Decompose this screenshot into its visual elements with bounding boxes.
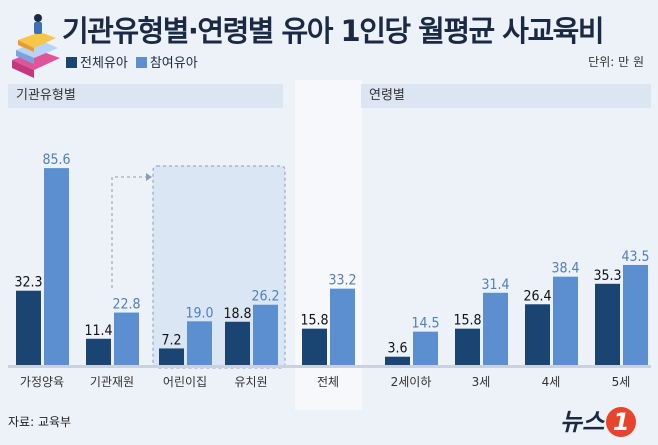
bar-participating [44,168,69,365]
legend-swatch-total [66,57,77,68]
bar-total [86,338,111,365]
bar-total [159,348,184,365]
data-label: 3.6 [387,341,407,357]
legend-label: 참여유아 [149,56,198,71]
bar-total [385,356,410,365]
bar-participating [114,312,139,365]
category-label: 유치원 [234,375,267,389]
bar-total [225,321,250,365]
panel-header-age: 연령별 [361,84,651,108]
data-label: 85.6 [42,152,70,168]
legend: 전체유아 참여유아 [66,52,198,71]
data-label: 7.2 [161,332,181,348]
data-label: 31.4 [481,277,509,293]
category-label: 가정양육 [20,375,64,389]
data-label: 15.8 [453,313,481,329]
data-label: 32.3 [14,275,42,291]
data-label: 43.5 [621,249,649,265]
data-label: 15.8 [300,313,328,329]
baseline [8,365,651,368]
bar-total [525,304,550,365]
source-note: 자료: 교육부 [8,415,72,429]
category-label: 5세 [612,375,631,389]
category-label: 4세 [542,375,561,389]
data-label: 38.4 [551,261,579,277]
news1-logo: 뉴스 1 [560,402,637,437]
bar-participating [330,288,355,365]
bar-participating [187,321,212,365]
books-illustration-icon [12,14,60,78]
bar-participating [623,264,648,365]
panel-header-institution: 기관유형별 [8,84,283,108]
legend-label: 전체유아 [80,56,128,71]
data-label: 22.8 [112,297,140,313]
unit-label: 단위: 만 원 [588,55,644,69]
data-label: 33.2 [328,273,356,289]
chart-title: 기관유형별·연령별 유아 1인당 월평균 사교육비 [62,14,605,48]
category-label: 전체 [317,375,339,389]
data-label: 11.4 [84,323,112,339]
category-label: 어린이집 [163,375,207,389]
bar-participating [483,292,508,365]
data-label: 14.5 [411,316,439,332]
data-label: 18.8 [223,306,251,322]
data-label: 26.2 [251,289,279,305]
bar-participating [413,331,438,365]
arrow-head-icon [146,173,152,181]
legend-swatch-participating [135,57,147,68]
bar-total [595,283,620,365]
data-label: 19.0 [185,305,213,321]
bar-total [455,328,480,365]
bar-participating [253,304,278,365]
bar-total [16,290,41,365]
legend-item-total: 전체유아 [66,52,128,71]
category-label: 기관재원 [90,375,134,389]
data-label: 26.4 [523,288,551,304]
legend-item-participating: 참여유아 [135,52,198,71]
category-label: 3세 [472,375,491,389]
bar-total [302,328,327,365]
category-label: 2세이하 [391,375,432,389]
data-label: 35.3 [593,268,621,284]
bar-participating [553,276,578,365]
dashed-arrow [111,176,146,288]
